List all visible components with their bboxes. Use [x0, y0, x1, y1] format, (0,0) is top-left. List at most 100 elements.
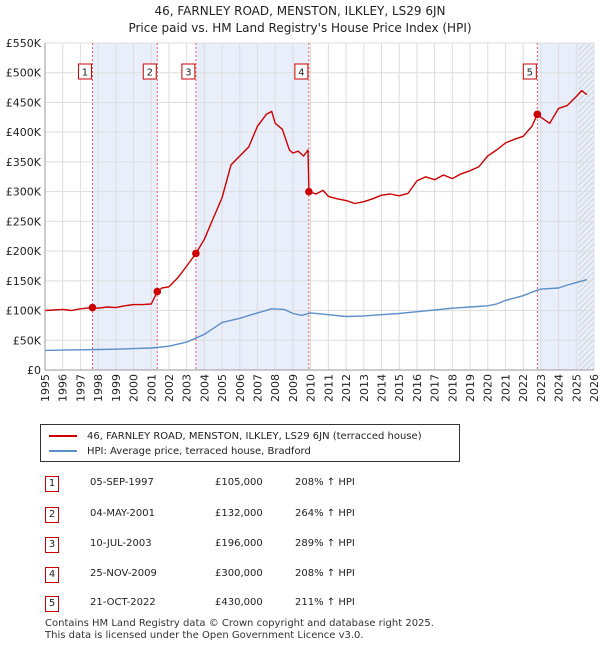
x-tick-label: 2017	[429, 374, 442, 402]
y-tick-label: £0	[27, 364, 41, 377]
legend-item-hpi: HPI: Average price, terraced house, Brad…	[49, 444, 311, 458]
x-tick-label: 2005	[216, 374, 229, 402]
footer: Contains HM Land Registry data © Crown c…	[45, 618, 434, 642]
y-tick-label: £50K	[13, 334, 42, 347]
transaction-hpi: 208% ↑ HPI	[295, 568, 355, 579]
transaction-price: £132,000	[215, 508, 263, 519]
footer-copyright: Contains HM Land Registry data © Crown c…	[45, 618, 434, 629]
x-tick-label: 2023	[535, 374, 548, 402]
legend-swatch-hpi	[49, 450, 77, 452]
x-tick-label: 1995	[39, 374, 52, 402]
legend-label-property: 46, FARNLEY ROAD, MENSTON, ILKLEY, LS29 …	[87, 430, 422, 442]
y-tick-label: £400K	[6, 126, 42, 139]
transaction-row: 4 25-NOV-2009 £300,000 208% ↑ HPI	[45, 567, 445, 583]
transaction-hpi: 264% ↑ HPI	[295, 508, 355, 519]
transaction-price: £300,000	[215, 568, 263, 579]
transaction-label: 1	[82, 68, 88, 79]
x-tick-label: 2014	[375, 374, 388, 402]
transaction-row: 3 10-JUL-2003 £196,000 289% ↑ HPI	[45, 537, 445, 553]
x-tick-label: 2025	[570, 374, 583, 402]
transaction-label: 3	[185, 68, 191, 79]
x-tick-label: 2008	[269, 374, 282, 402]
transaction-label-box	[77, 63, 92, 80]
transaction-point	[153, 287, 162, 296]
legend-item-property: 46, FARNLEY ROAD, MENSTON, ILKLEY, LS29 …	[49, 429, 422, 443]
legend: 46, FARNLEY ROAD, MENSTON, ILKLEY, LS29 …	[40, 424, 460, 462]
y-tick-label: £100K	[6, 305, 42, 318]
x-tick-label: 2002	[163, 374, 176, 402]
transaction-point	[88, 303, 97, 312]
transaction-marker: 2	[45, 507, 59, 523]
x-tick-label: 2021	[499, 374, 512, 402]
legend-label-hpi: HPI: Average price, terraced house, Brad…	[87, 445, 311, 457]
y-tick-label: £200K	[6, 245, 42, 258]
y-tick-label: £550K	[6, 37, 42, 50]
shaded-period	[195, 43, 309, 370]
projection-area	[578, 43, 594, 370]
price-chart: 1 2 3 4 5 £0 £50K £100K £150K £200K £250K £300K £350…	[6, 37, 600, 402]
y-tick-label: £350K	[6, 156, 42, 169]
transaction-label-box	[181, 63, 196, 80]
transaction-row: 1 05-SEP-1997 £105,000 208% ↑ HPI	[45, 476, 445, 492]
transaction-hpi: 208% ↑ HPI	[295, 477, 355, 488]
transaction-date: 10-JUL-2003	[90, 538, 152, 549]
x-tick-label: 2022	[517, 374, 530, 402]
x-tick-label: 2010	[305, 374, 318, 402]
hpi-line	[44, 278, 588, 352]
transaction-label: 2	[147, 68, 153, 79]
property-price-line	[44, 89, 588, 312]
transaction-label: 4	[298, 68, 304, 79]
transaction-price: £430,000	[215, 597, 263, 608]
transaction-date: 05-SEP-1997	[90, 477, 154, 488]
transaction-label-box	[142, 63, 157, 80]
transaction-hpi: 211% ↑ HPI	[295, 597, 355, 608]
transaction-hpi: 289% ↑ HPI	[295, 538, 355, 549]
x-tick-label: 1997	[74, 374, 87, 402]
transaction-label: 5	[527, 68, 533, 79]
footer-licence: This data is licensed under the Open Gov…	[45, 630, 364, 641]
x-tick-label: 2006	[234, 374, 247, 402]
x-tick-label: 2026	[588, 374, 600, 402]
y-tick-label: £450K	[6, 96, 42, 109]
transaction-marker: 3	[45, 537, 59, 553]
transaction-marker: 4	[45, 567, 59, 583]
transaction-label-box	[522, 63, 537, 80]
transaction-price: £196,000	[215, 538, 263, 549]
x-tick-label: 2018	[446, 374, 459, 402]
x-tick-label: 2024	[553, 374, 566, 402]
x-tick-label: 2001	[145, 374, 158, 402]
x-tick-label: 1998	[92, 374, 105, 402]
transaction-date: 25-NOV-2009	[90, 568, 157, 579]
y-tick-label: £500K	[6, 67, 42, 80]
legend-swatch-property	[49, 435, 77, 437]
y-tick-label: £300K	[6, 186, 42, 199]
x-tick-label: 2012	[340, 374, 353, 402]
y-tick-label: £150K	[6, 275, 42, 288]
x-tick-label: 1999	[110, 374, 123, 402]
transaction-marker: 5	[45, 596, 59, 612]
chart-title: 46, FARNLEY ROAD, MENSTON, ILKLEY, LS29 …	[154, 4, 446, 18]
transaction-marker: 1	[45, 476, 59, 492]
x-tick-label: 1996	[57, 374, 70, 402]
x-tick-label: 2004	[198, 374, 211, 402]
x-tick-label: 2007	[252, 374, 265, 402]
transaction-date: 04-MAY-2001	[90, 508, 156, 519]
transaction-label-box	[294, 63, 309, 80]
x-tick-label: 2013	[358, 374, 371, 402]
x-tick-label: 2009	[287, 374, 300, 402]
shaded-period	[92, 43, 158, 370]
x-tick-label: 2003	[181, 374, 194, 402]
x-tick-label: 2000	[128, 374, 141, 402]
x-tick-label: 2016	[411, 374, 424, 402]
transaction-price: £105,000	[215, 477, 263, 488]
transaction-point	[305, 187, 313, 196]
x-tick-label: 2011	[322, 374, 335, 402]
chart-subtitle: Price paid vs. HM Land Registry's House …	[128, 21, 472, 35]
x-tick-label: 2020	[482, 374, 495, 402]
transaction-row: 5 21-OCT-2022 £430,000 211% ↑ HPI	[45, 596, 445, 612]
transaction-row: 2 04-MAY-2001 £132,000 264% ↑ HPI	[45, 507, 445, 523]
x-tick-label: 2019	[464, 374, 477, 402]
transaction-point	[533, 110, 542, 119]
transaction-date: 21-OCT-2022	[90, 597, 156, 608]
x-tick-label: 2015	[393, 374, 406, 402]
